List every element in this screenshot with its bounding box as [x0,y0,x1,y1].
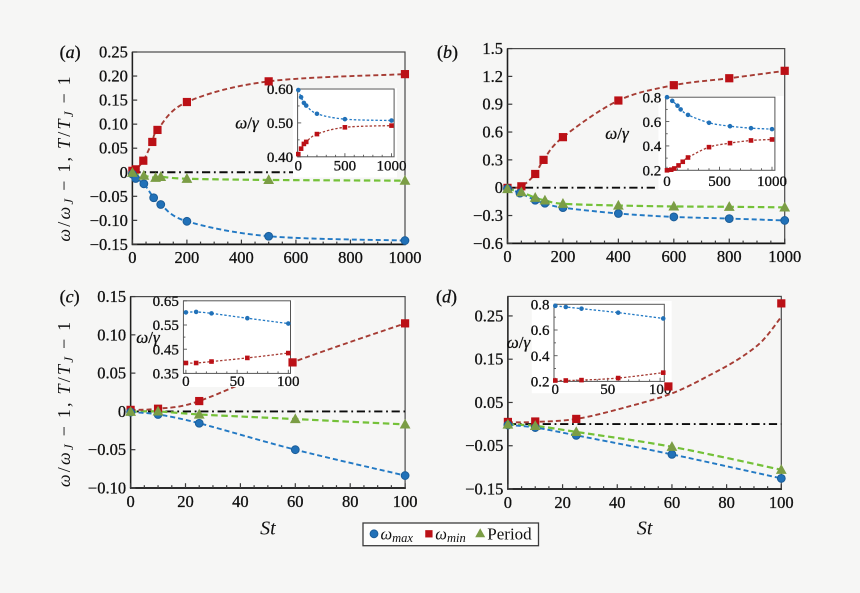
svg-text:(b): (b) [437,42,458,63]
svg-text:0.8: 0.8 [642,90,661,106]
svg-text:40: 40 [232,492,249,511]
svg-text:60: 60 [287,492,304,511]
svg-text:60: 60 [664,493,681,512]
svg-text:20: 20 [554,493,571,512]
svg-text:0.35: 0.35 [153,367,179,383]
svg-text:0.20: 0.20 [99,67,128,86]
svg-text:500: 500 [334,159,357,175]
svg-text:0: 0 [128,248,136,267]
svg-text:400: 400 [229,248,254,267]
svg-text:0.10: 0.10 [97,325,126,344]
svg-text:800: 800 [717,247,742,266]
svg-text:0.50: 0.50 [267,116,293,132]
svg-text:100: 100 [393,492,418,511]
svg-text:0.15: 0.15 [97,287,126,306]
svg-text:(a): (a) [60,42,81,63]
svg-text:−0.05: −0.05 [90,187,128,206]
svg-text:1.5: 1.5 [482,39,503,58]
svg-text:0.9: 0.9 [482,95,503,114]
svg-text:(c): (c) [60,287,80,308]
svg-text:−0.15: −0.15 [465,480,503,499]
svg-text:600: 600 [284,248,309,267]
svg-text:−0.3: −0.3 [473,206,503,225]
svg-text:0: 0 [126,492,134,511]
svg-text:80: 80 [342,492,359,511]
svg-text:0.15: 0.15 [475,350,504,369]
svg-text:1000: 1000 [768,247,801,266]
svg-text:40: 40 [609,493,626,512]
svg-text:0: 0 [120,163,128,182]
svg-text:0: 0 [118,402,126,421]
svg-text:ω/γ: ω/γ [235,114,260,133]
svg-text:0: 0 [495,178,503,197]
svg-text:ω/ωJ − 1, T/TJ − 1: ω/ωJ − 1, T/TJ − 1 [54,74,76,242]
svg-text:−0.6: −0.6 [473,234,503,253]
svg-text:200: 200 [551,247,576,266]
svg-text:80: 80 [718,493,735,512]
svg-text:Period: Period [487,524,532,543]
svg-text:1.2: 1.2 [482,67,503,86]
svg-text:20: 20 [177,492,194,511]
svg-text:50: 50 [230,374,245,390]
svg-text:1000: 1000 [757,174,787,190]
svg-text:0.55: 0.55 [153,318,179,334]
svg-text:100: 100 [277,374,300,390]
svg-text:100: 100 [769,493,794,512]
svg-text:0: 0 [503,247,511,266]
svg-text:0.25: 0.25 [475,306,504,325]
svg-text:0.40: 0.40 [267,150,293,166]
svg-text:0.4: 0.4 [642,139,661,155]
svg-text:St: St [637,518,653,540]
svg-text:0.05: 0.05 [99,139,128,158]
svg-text:−0.15: −0.15 [90,235,128,254]
svg-text:0.8: 0.8 [531,298,550,314]
svg-text:600: 600 [661,247,686,266]
svg-text:0: 0 [663,174,671,190]
svg-text:0: 0 [504,493,512,512]
svg-text:0.60: 0.60 [267,82,293,98]
svg-text:0: 0 [295,159,303,175]
svg-text:−0.05: −0.05 [88,440,126,459]
svg-text:0.45: 0.45 [153,342,179,358]
svg-text:St: St [260,518,276,540]
svg-text:0.10: 0.10 [99,115,128,134]
svg-text:1000: 1000 [377,159,407,175]
svg-text:−0.10: −0.10 [88,478,126,497]
svg-text:0.65: 0.65 [153,294,179,310]
svg-text:(d): (d) [436,287,457,308]
svg-text:ω/γ: ω/γ [605,124,630,143]
svg-text:50: 50 [600,382,615,398]
svg-text:0.6: 0.6 [482,123,503,142]
svg-text:0.25: 0.25 [99,43,128,62]
svg-text:ω/ωJ − 1, T/TJ − 1: ω/ωJ − 1, T/TJ − 1 [54,320,76,488]
svg-text:−0.10: −0.10 [90,211,128,230]
svg-text:200: 200 [175,248,200,267]
svg-text:400: 400 [606,247,631,266]
svg-text:500: 500 [708,174,731,190]
svg-text:0.6: 0.6 [642,115,661,131]
svg-text:0: 0 [552,382,560,398]
svg-text:0: 0 [182,374,190,390]
svg-text:ω/γ: ω/γ [136,328,161,347]
svg-text:0.6: 0.6 [531,323,550,339]
svg-text:800: 800 [338,248,363,267]
svg-text:0.05: 0.05 [97,364,126,383]
svg-text:ω/γ: ω/γ [507,333,532,352]
svg-text:0.3: 0.3 [482,150,503,169]
svg-text:0.4: 0.4 [531,349,550,365]
svg-text:0.15: 0.15 [99,91,128,110]
svg-text:0.05: 0.05 [475,393,504,412]
svg-text:−0.05: −0.05 [465,436,503,455]
svg-text:0.2: 0.2 [642,164,661,180]
svg-text:1000: 1000 [388,248,421,267]
svg-text:0.2: 0.2 [531,375,550,391]
